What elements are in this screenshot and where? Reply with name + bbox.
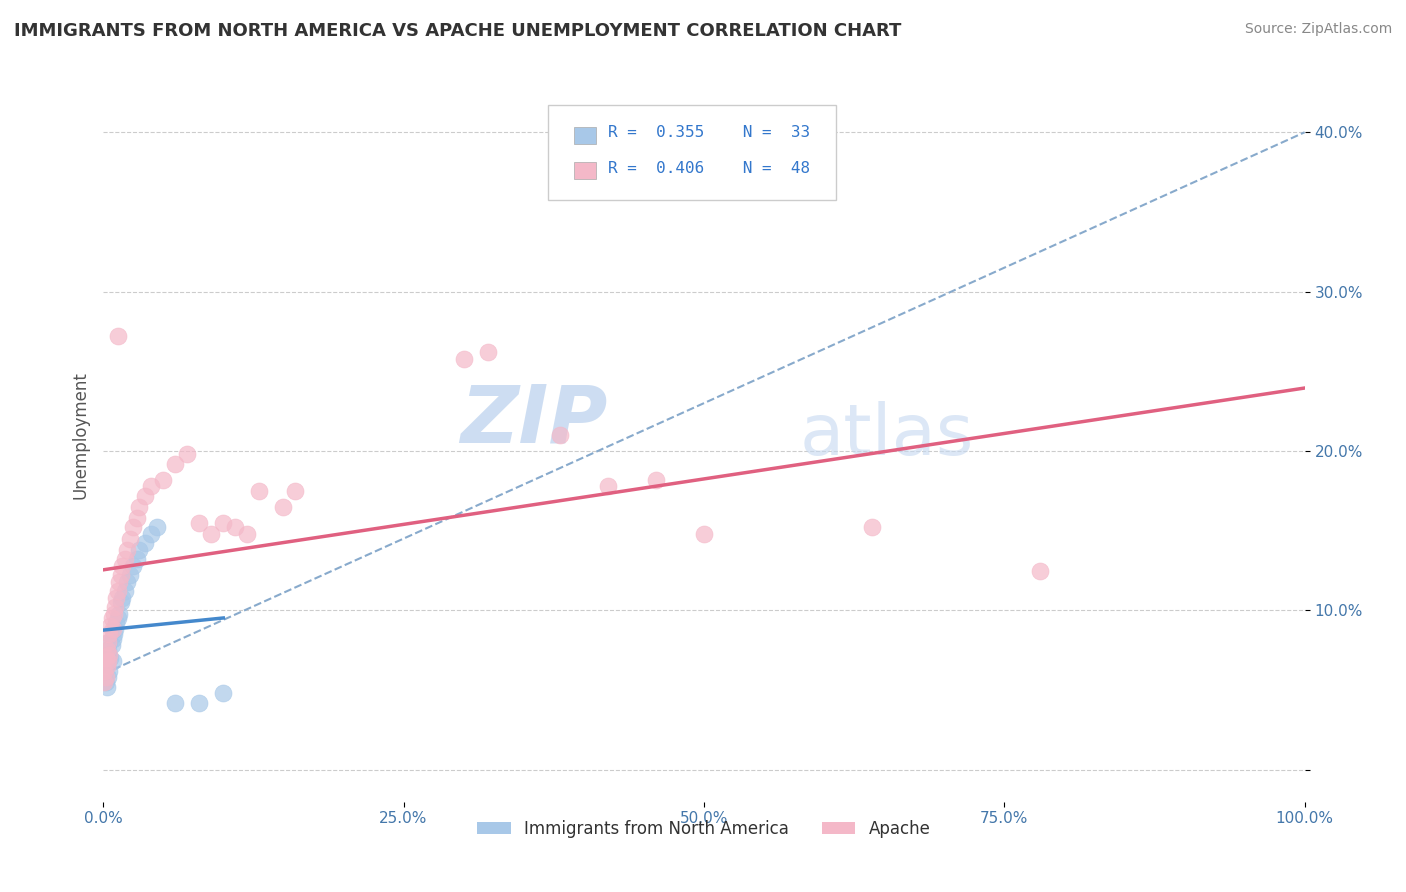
Point [98, 651, 121, 665]
Point [111, 558, 134, 573]
Point [860, 520, 883, 534]
Point [176, 447, 198, 461]
Point [101, 632, 124, 646]
Point [104, 623, 127, 637]
Point [212, 686, 235, 700]
Point [105, 616, 128, 631]
Text: ZIP: ZIP [460, 382, 607, 459]
Point [644, 473, 666, 487]
Text: atlas: atlas [800, 401, 974, 469]
Point [115, 542, 138, 557]
Point [98, 635, 121, 649]
Point [152, 473, 174, 487]
Point [105, 591, 128, 605]
Point [101, 654, 124, 668]
Point [141, 526, 163, 541]
Point [98, 648, 121, 662]
Point [118, 568, 141, 582]
Point [94, 675, 117, 690]
Point [247, 483, 270, 498]
Point [141, 479, 163, 493]
Point [100, 611, 122, 625]
Point [94, 670, 117, 684]
Point [212, 516, 235, 530]
Point [94, 654, 117, 668]
Point [224, 520, 246, 534]
Text: Source: ZipAtlas.com: Source: ZipAtlas.com [1244, 22, 1392, 37]
Point [114, 552, 136, 566]
Point [1029, 564, 1052, 578]
Point [477, 345, 499, 359]
FancyBboxPatch shape [574, 162, 596, 179]
Point [165, 457, 187, 471]
Point [93, 675, 115, 690]
Point [103, 627, 125, 641]
Point [107, 584, 129, 599]
Point [118, 532, 141, 546]
Point [96, 648, 118, 662]
Point [107, 611, 129, 625]
Point [128, 500, 150, 514]
Point [107, 574, 129, 589]
Point [93, 659, 115, 673]
Point [96, 680, 118, 694]
Point [93, 667, 115, 681]
Point [98, 664, 121, 678]
Point [94, 651, 117, 665]
Point [103, 607, 125, 621]
Point [107, 607, 129, 621]
Point [97, 670, 120, 684]
Point [125, 552, 148, 566]
Point [100, 639, 122, 653]
FancyBboxPatch shape [574, 127, 596, 144]
Y-axis label: Unemployment: Unemployment [72, 371, 89, 499]
Point [146, 520, 169, 534]
Point [98, 627, 121, 641]
Point [165, 696, 187, 710]
Point [97, 643, 120, 657]
Point [111, 591, 134, 605]
Point [596, 479, 619, 493]
Point [134, 536, 156, 550]
FancyBboxPatch shape [548, 105, 837, 201]
Point [96, 643, 118, 657]
Point [122, 558, 145, 573]
Point [200, 526, 222, 541]
Point [97, 635, 120, 649]
Point [236, 526, 259, 541]
Point [693, 526, 716, 541]
Point [110, 595, 132, 609]
Point [188, 696, 211, 710]
Point [96, 659, 118, 673]
Point [97, 654, 120, 668]
Point [453, 351, 475, 366]
Point [107, 329, 129, 343]
Point [114, 584, 136, 599]
Point [115, 574, 138, 589]
Legend: Immigrants from North America, Apache: Immigrants from North America, Apache [471, 814, 938, 845]
Point [273, 500, 295, 514]
Point [548, 428, 571, 442]
Point [284, 483, 307, 498]
Point [188, 516, 211, 530]
Point [110, 568, 132, 582]
Point [134, 489, 156, 503]
Point [128, 542, 150, 557]
Point [101, 623, 124, 637]
Point [98, 619, 121, 633]
Point [122, 520, 145, 534]
Text: IMMIGRANTS FROM NORTH AMERICA VS APACHE UNEMPLOYMENT CORRELATION CHART: IMMIGRANTS FROM NORTH AMERICA VS APACHE … [14, 22, 901, 40]
Point [125, 511, 148, 525]
Point [104, 600, 127, 615]
Text: R =  0.406    N =  48: R = 0.406 N = 48 [607, 161, 810, 176]
Point [93, 664, 115, 678]
Text: R =  0.355    N =  33: R = 0.355 N = 33 [607, 126, 810, 140]
